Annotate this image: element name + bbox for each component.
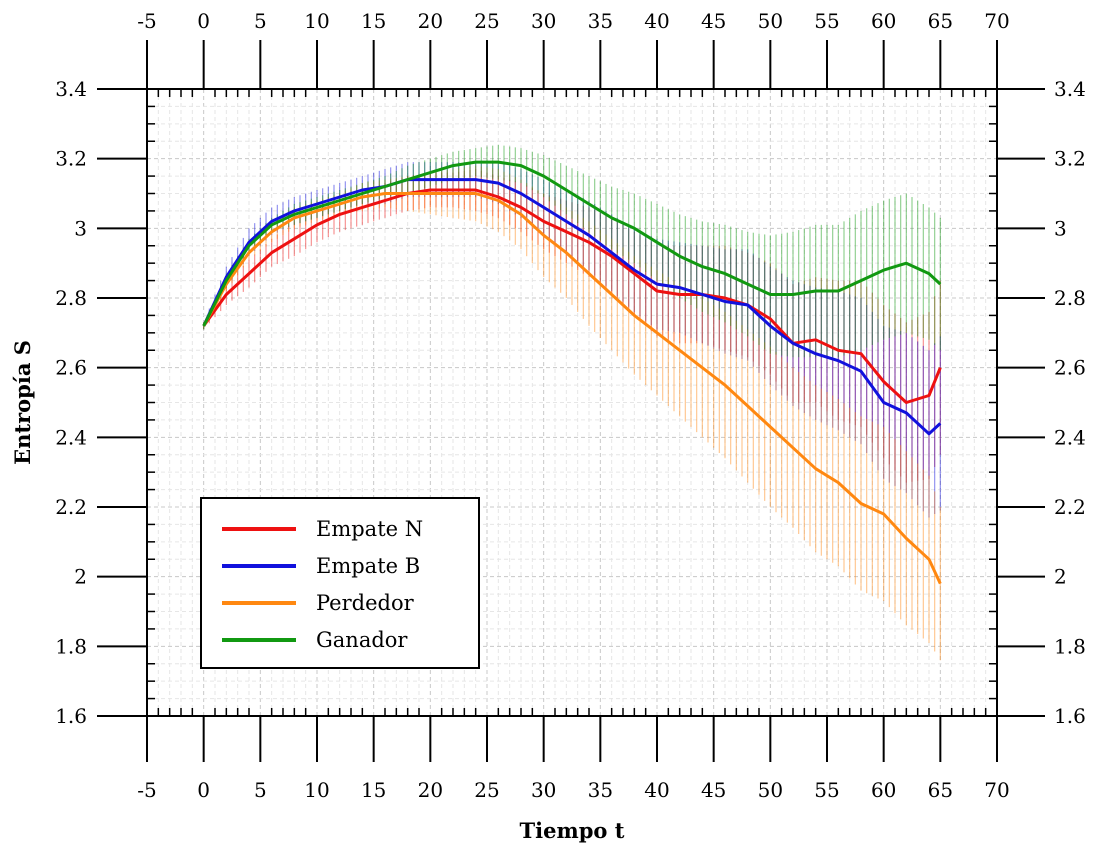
y-tick-label-right: 2.6: [1054, 356, 1086, 380]
x-tick-label-top: 70: [984, 9, 1009, 33]
x-tick-label-bottom: 50: [758, 778, 783, 802]
y-tick-label-left: 2.2: [55, 495, 87, 519]
y-tick-label-right: 2.4: [1054, 425, 1086, 449]
x-tick-label-top: 45: [701, 9, 726, 33]
x-tick-label-bottom: 65: [928, 778, 953, 802]
x-tick-label-bottom: 20: [418, 778, 443, 802]
y-tick-label-right: 2.8: [1054, 286, 1086, 310]
x-tick-label-bottom: 40: [644, 778, 669, 802]
x-tick-label-bottom: 55: [814, 778, 839, 802]
x-tick-label-bottom: 0: [197, 778, 210, 802]
x-tick-label-top: 55: [814, 9, 839, 33]
y-tick-label-right: 3.4: [1054, 77, 1086, 101]
y-tick-label-left: 2.4: [55, 425, 87, 449]
x-tick-label-bottom: 10: [304, 778, 329, 802]
series-lines: [202, 160, 942, 585]
x-tick-label-top: 50: [758, 9, 783, 33]
y-tick-label-left: 2.8: [55, 286, 87, 310]
y-tick-label-left: 2.6: [55, 356, 87, 380]
x-tick-label-bottom: 60: [871, 778, 896, 802]
x-tick-label-top: 20: [418, 9, 443, 33]
x-tick-label-bottom: 70: [984, 778, 1009, 802]
x-tick-label-top: 35: [588, 9, 613, 33]
x-tick-label-top: 10: [304, 9, 329, 33]
y-tick-label-right: 2.2: [1054, 495, 1086, 519]
x-tick-label-bottom: 30: [531, 778, 556, 802]
y-tick-label-right: 3: [1054, 216, 1067, 240]
legend-label-ganador: Ganador: [316, 628, 408, 652]
x-tick-label-top: -5: [137, 9, 156, 33]
x-tick-label-bottom: 35: [588, 778, 613, 802]
legend-label-empate-n: Empate N: [316, 517, 423, 541]
series-line-3: [202, 160, 942, 327]
x-tick-label-bottom: 5: [254, 778, 267, 802]
legend-label-perdedor: Perdedor: [316, 591, 415, 615]
y-tick-label-left: 3.4: [55, 77, 87, 101]
legend-label-empate-b: Empate B: [316, 554, 420, 578]
x-tick-label-top: 5: [254, 9, 267, 33]
y-tick-label-right: 2: [1054, 565, 1067, 589]
x-tick-label-top: 65: [928, 9, 953, 33]
series-line-1: [202, 178, 942, 436]
x-axis-title: Tiempo t: [520, 818, 625, 843]
y-tick-label-left: 3.2: [55, 147, 87, 171]
x-tick-label-bottom: 25: [474, 778, 499, 802]
series-line-0: [202, 188, 942, 404]
x-tick-label-top: 0: [197, 9, 210, 33]
y-tick-label-right: 1.6: [1054, 704, 1086, 728]
x-tick-label-bottom: -5: [137, 778, 156, 802]
legend: Empate N Empate B Perdedor Ganador: [200, 497, 480, 669]
axis-ticks: -5-5005510101515202025253030353540404545…: [55, 9, 1086, 802]
series-line-2: [202, 192, 942, 585]
x-tick-label-bottom: 15: [361, 778, 386, 802]
x-tick-label-top: 15: [361, 9, 386, 33]
y-tick-label-left: 1.8: [55, 634, 87, 658]
x-tick-label-top: 25: [474, 9, 499, 33]
y-tick-label-left: 3: [74, 216, 87, 240]
x-tick-label-top: 40: [644, 9, 669, 33]
x-tick-label-top: 60: [871, 9, 896, 33]
y-tick-label-right: 3.2: [1054, 147, 1086, 171]
x-tick-label-bottom: 45: [701, 778, 726, 802]
x-tick-label-top: 30: [531, 9, 556, 33]
y-tick-label-left: 2: [74, 565, 87, 589]
y-axis-title: Entropía S: [10, 340, 35, 465]
y-tick-label-left: 1.6: [55, 704, 87, 728]
y-tick-label-right: 1.8: [1054, 634, 1086, 658]
